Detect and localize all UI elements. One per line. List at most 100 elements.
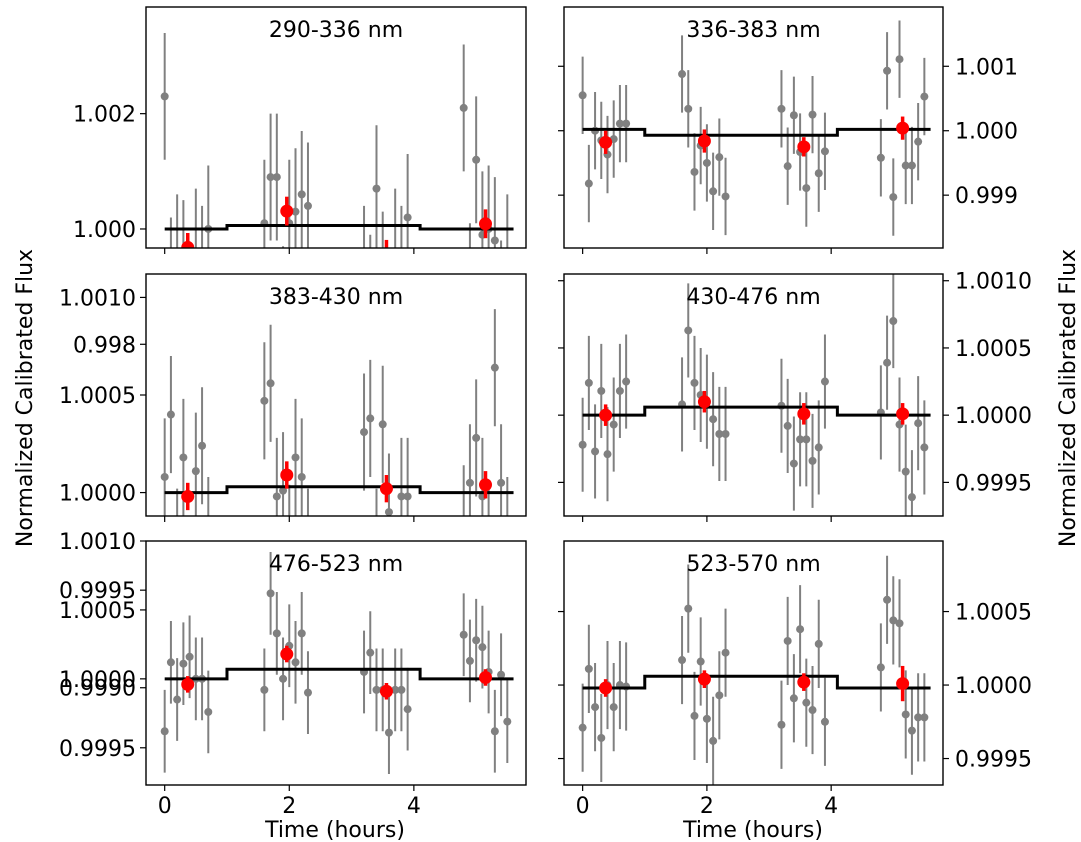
y-tick-label: 1.0000 [955, 404, 1032, 429]
data-point [721, 192, 730, 201]
data-point [914, 137, 923, 146]
data-point [472, 433, 481, 442]
data-point [789, 459, 798, 468]
binned-point [797, 675, 811, 689]
binned-point [896, 121, 910, 135]
x-tick-label: 2 [282, 794, 296, 819]
data-point [465, 656, 474, 665]
data-point [391, 610, 399, 618]
data-point [802, 184, 811, 193]
data-point [304, 543, 312, 551]
data-point [889, 193, 898, 202]
data-point [460, 520, 468, 528]
data-point [696, 657, 705, 666]
y-axis-label-right: Normalized Calibrated Flux [1056, 249, 1081, 547]
y-tick-label: 0.998 [73, 333, 136, 358]
data-point [802, 698, 811, 707]
data-point [204, 532, 212, 540]
data-point [783, 162, 792, 171]
y-tick-label: 1.0000 [59, 482, 136, 507]
data-point [678, 656, 687, 665]
panel-1: 0.998 1.000 1.002 290-336 nm [73, 6, 527, 358]
data-point [198, 265, 206, 273]
binned-point [896, 677, 910, 691]
data-point [478, 643, 487, 652]
y-tick-label: 0.9995 [955, 471, 1032, 496]
data-point [814, 639, 823, 648]
data-point [789, 694, 798, 703]
data-point [684, 604, 693, 613]
data-point [715, 153, 724, 162]
data-point [684, 104, 693, 113]
transit-model-line [164, 485, 514, 495]
data-point [490, 727, 499, 736]
data-point [777, 104, 786, 113]
data-point [272, 173, 281, 182]
data-point [397, 265, 405, 273]
binned-point [599, 135, 613, 149]
data-point [777, 720, 786, 729]
data-point [391, 248, 399, 256]
data-point [378, 420, 387, 429]
plot-area [160, 309, 514, 618]
panel-title: 430-476 nm [686, 285, 820, 310]
data-point [814, 169, 823, 178]
data-point [472, 636, 481, 645]
data-point [907, 726, 916, 735]
data-point [260, 685, 269, 694]
data-point [920, 443, 929, 452]
binned-point [896, 407, 910, 421]
x-tick-label: 4 [407, 794, 421, 819]
y-tick-label: 0.9995 [59, 737, 136, 762]
y-tick-label: 1.000 [73, 218, 136, 243]
plot-area [578, 274, 931, 516]
data-point [789, 111, 798, 120]
data-point [591, 447, 600, 456]
axes-frame [563, 273, 944, 517]
x-tick-label: 2 [700, 794, 714, 819]
transit-model-line [582, 127, 931, 137]
binned-point [479, 478, 493, 492]
data-point [173, 254, 181, 262]
data-point [609, 420, 618, 429]
x-tick-label: 4 [824, 794, 838, 819]
data-point [303, 688, 312, 697]
y-tick-label: 1.0010 [59, 530, 136, 555]
data-point [490, 363, 499, 372]
data-point [497, 300, 505, 308]
data-point [166, 410, 175, 419]
y-tick-label: 1.0000 [59, 668, 136, 693]
y-tick-label: 1.0005 [59, 599, 136, 624]
binned-point [599, 408, 613, 422]
axes-frame [563, 540, 944, 786]
data-point [366, 414, 375, 423]
binned-point [181, 489, 195, 503]
y-axis-label-left: Normalized Calibrated Flux [13, 249, 38, 547]
data-point [291, 658, 300, 667]
data-point [883, 66, 892, 75]
data-point [876, 663, 885, 672]
data-point [578, 723, 587, 732]
data-point [167, 277, 175, 285]
data-point [907, 161, 916, 170]
data-point [820, 377, 829, 386]
data-point [895, 619, 904, 628]
y-tick-label: 0.999 [955, 184, 1018, 209]
data-point [179, 453, 188, 462]
binned-point [479, 670, 493, 684]
binned-point [797, 407, 811, 421]
panel-title: 383-430 nm [269, 285, 403, 310]
data-point [808, 456, 817, 465]
data-point [808, 110, 817, 119]
data-point [297, 190, 306, 199]
data-point [166, 658, 175, 667]
data-point [907, 493, 916, 502]
data-point [397, 492, 406, 501]
data-point [459, 630, 468, 639]
data-point [297, 472, 306, 481]
data-point [360, 428, 369, 437]
data-point [272, 629, 281, 638]
transit-model-line [164, 667, 514, 681]
panel-3: 0.9990 0.9995 1.0000 1.0005 1.0010 383-430 nm [59, 273, 527, 702]
binned-point [797, 140, 811, 154]
